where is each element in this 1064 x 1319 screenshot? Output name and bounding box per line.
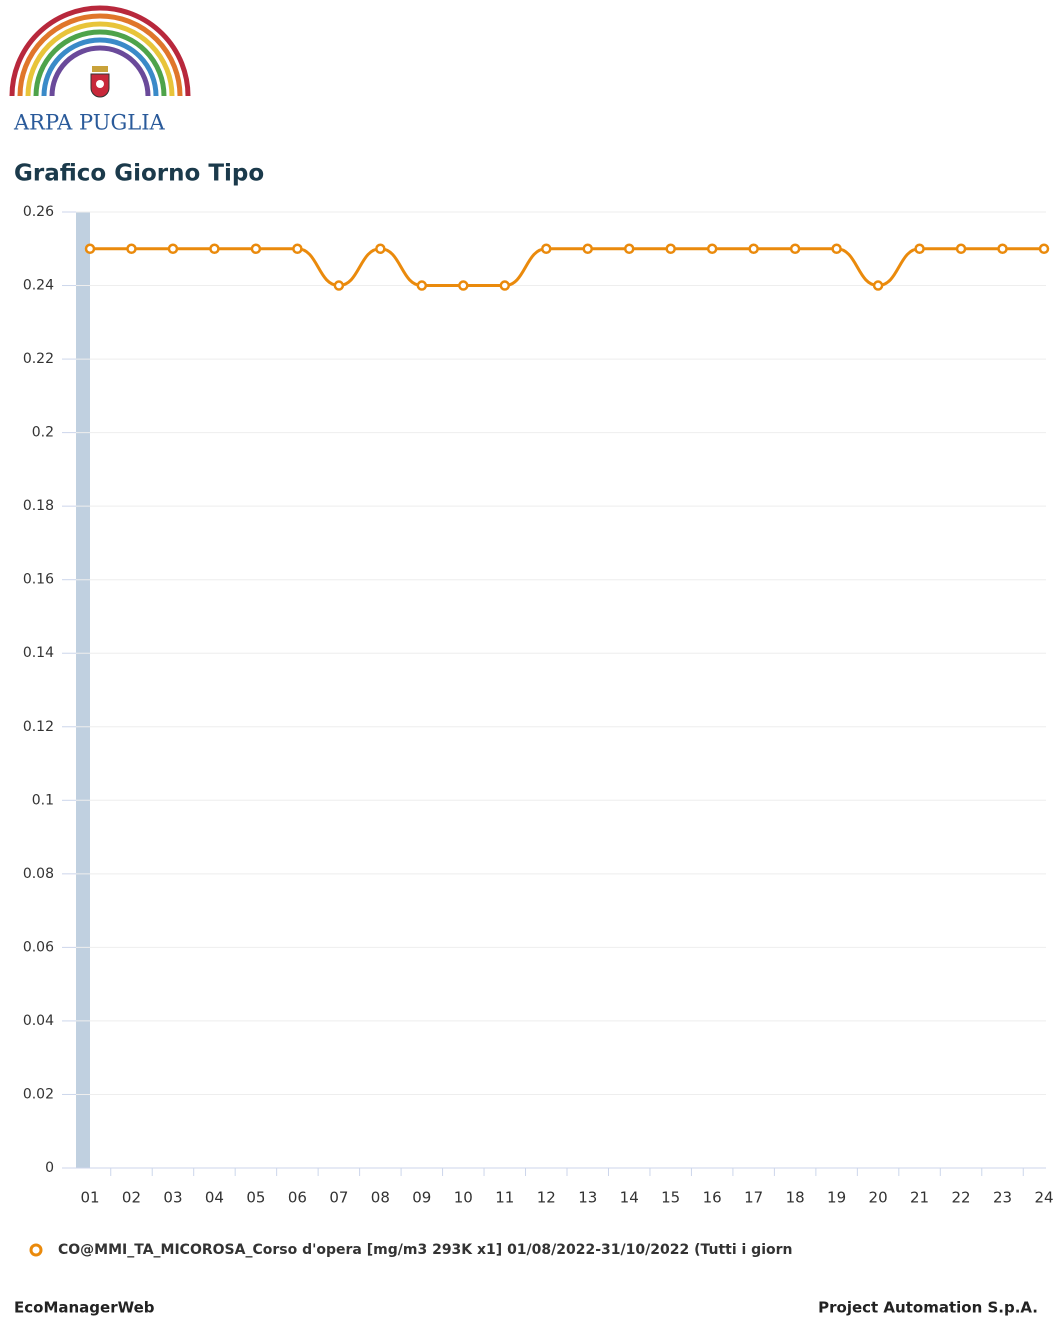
point-marker [665,243,676,255]
point-marker [416,280,428,291]
y-tick-label: 0.04 [23,1013,54,1029]
y-tick-label: 0.16 [23,572,54,588]
x-tick-label: 20 [869,1189,888,1207]
point-marker [499,280,511,291]
legend-text: CO@MMI_TA_MICOROSA_Corso d'opera [mg/m3 … [58,1242,792,1258]
x-tick-label: 01 [80,1189,99,1207]
x-tick-label: 19 [827,1189,846,1207]
point-marker [997,243,1008,255]
point-marker [955,243,967,255]
series-line [90,247,1045,288]
point-marker [914,243,925,255]
point-marker [333,280,345,291]
x-tick-label: 08 [371,1189,390,1207]
logo [9,5,191,98]
logo-text: ARPA PUGLIA [13,111,165,135]
x-tick-label: 07 [329,1189,348,1207]
x-tick-label: 10 [454,1189,473,1207]
point-marker [1038,243,1050,255]
point-marker [831,243,842,255]
point-marker [375,243,386,255]
y-tick-label: 0.2 [32,425,54,441]
footer-right: Project Automation S.p.A. [818,1299,1038,1317]
y-tick-label: 0.08 [23,866,54,882]
point-marker [582,243,593,255]
point-marker [292,243,303,255]
y-tick-label: 0.12 [23,719,54,735]
x-tick-label: 12 [537,1189,556,1207]
y-tick-label: 0 [45,1160,54,1176]
y-tick-label: 0.22 [23,351,54,367]
x-tick-label: 16 [703,1189,722,1207]
y-tick-label: 0.18 [23,498,54,514]
point-marker [748,243,759,255]
point-marker [541,243,552,255]
x-tick-label: 02 [122,1189,141,1207]
point-marker [250,243,262,255]
point-marker [209,243,220,255]
footer-left: EcoManagerWeb [14,1299,155,1317]
y-tick-label: 0.14 [23,645,54,661]
x-tick-label: 23 [993,1189,1012,1207]
point-marker [623,243,635,255]
x-tick-label: 21 [910,1189,929,1207]
plot-band [76,212,90,1168]
x-tick-label: 05 [246,1189,265,1207]
x-tick-label: 09 [412,1189,431,1207]
x-tick-label: 22 [951,1189,970,1207]
y-tick-label: 0.02 [23,1086,54,1102]
point-marker [458,280,469,291]
y-tick-label: 0.24 [23,278,54,294]
x-tick-label: 24 [1034,1189,1053,1207]
point-marker [872,280,884,291]
x-tick-label: 18 [786,1189,805,1207]
chart-title: Grafico Giorno Tipo [14,161,264,187]
x-tick-label: 14 [620,1189,639,1207]
x-tick-label: 13 [578,1189,597,1207]
x-tick-label: 03 [163,1189,182,1207]
legend-marker [29,1243,43,1257]
x-tick-label: 06 [288,1189,307,1207]
point-marker [789,243,801,255]
point-marker [167,243,179,255]
y-tick-label: 0.06 [23,939,54,955]
point-marker [126,243,137,255]
y-tick-label: 0.26 [23,204,54,220]
point-marker [706,243,718,255]
point-marker [84,243,96,255]
y-tick-label: 0.1 [32,792,54,808]
x-tick-label: 17 [744,1189,763,1207]
x-tick-label: 15 [661,1189,680,1207]
x-tick-label: 04 [205,1189,224,1207]
x-tick-label: 11 [495,1189,514,1207]
